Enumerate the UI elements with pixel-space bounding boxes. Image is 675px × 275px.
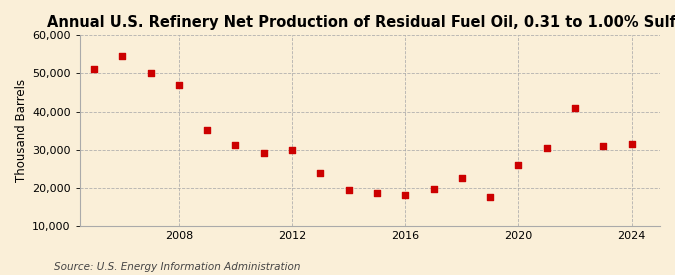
Point — [400, 193, 410, 198]
Point — [485, 195, 495, 199]
Point — [259, 150, 269, 155]
Point — [428, 186, 439, 191]
Point — [145, 71, 156, 76]
Point — [173, 83, 184, 87]
Point — [315, 170, 326, 175]
Point — [230, 143, 241, 147]
Point — [598, 144, 609, 148]
Point — [456, 176, 467, 180]
Title: Annual U.S. Refinery Net Production of Residual Fuel Oil, 0.31 to 1.00% Sulfur: Annual U.S. Refinery Net Production of R… — [47, 15, 675, 30]
Point — [541, 145, 552, 150]
Point — [117, 54, 128, 59]
Point — [287, 147, 298, 152]
Point — [344, 188, 354, 192]
Point — [570, 106, 580, 110]
Text: Source: U.S. Energy Information Administration: Source: U.S. Energy Information Administ… — [54, 262, 300, 272]
Y-axis label: Thousand Barrels: Thousand Barrels — [15, 79, 28, 182]
Point — [202, 128, 213, 132]
Point — [626, 142, 637, 146]
Point — [513, 163, 524, 167]
Point — [371, 191, 382, 196]
Point — [88, 67, 99, 71]
